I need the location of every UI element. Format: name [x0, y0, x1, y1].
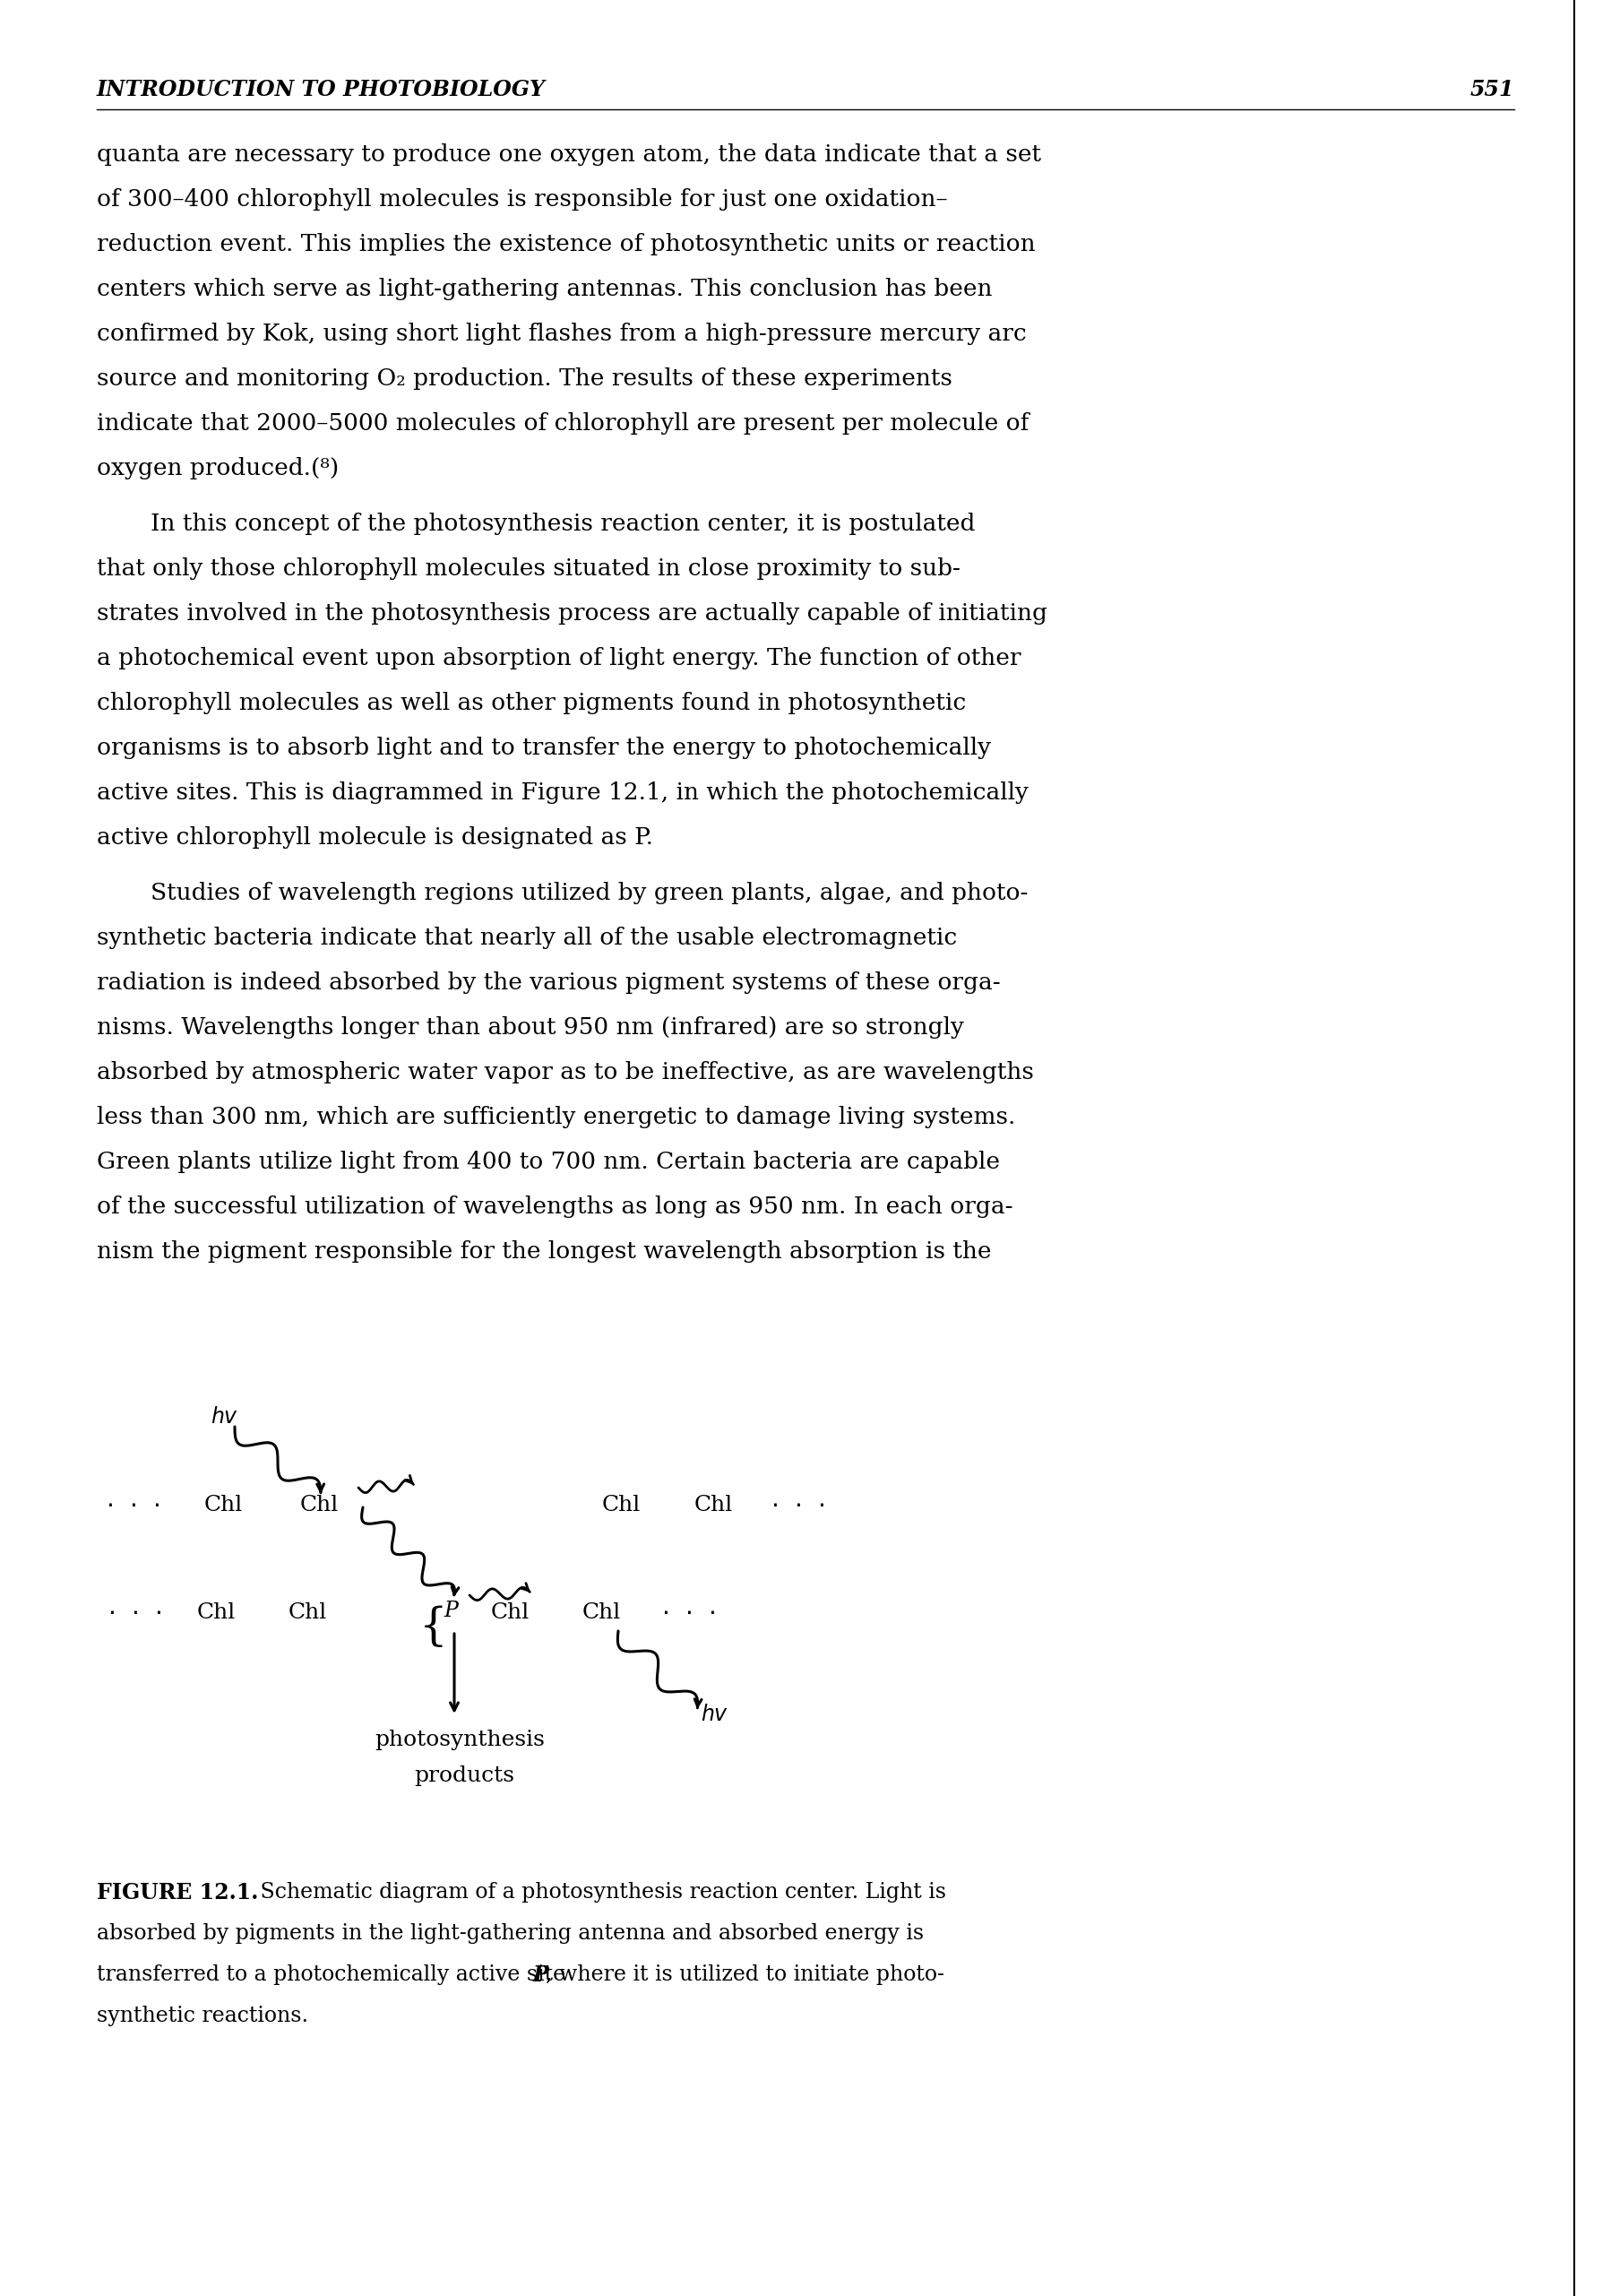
Text: , where it is utilized to initiate photo-: , where it is utilized to initiate photo…: [546, 1965, 944, 1986]
Text: $hv$: $hv$: [211, 1407, 238, 1428]
Text: $hv$: $hv$: [701, 1704, 728, 1724]
Text: Chl: Chl: [582, 1603, 620, 1623]
Text: Chl: Chl: [694, 1495, 733, 1515]
Text: reduction event. This implies the existence of photosynthetic units or reaction: reduction event. This implies the existe…: [97, 232, 1034, 255]
Text: of 300–400 chlorophyll molecules is responsible for just one oxidation–: of 300–400 chlorophyll molecules is resp…: [97, 188, 947, 211]
Text: nism the pigment responsible for the longest wavelength absorption is the: nism the pigment responsible for the lon…: [97, 1240, 991, 1263]
Text: synthetic reactions.: synthetic reactions.: [97, 2007, 308, 2027]
Text: Schematic diagram of a photosynthesis reaction center. Light is: Schematic diagram of a photosynthesis re…: [253, 1883, 946, 1903]
Text: absorbed by atmospheric water vapor as to be ineffective, as are wavelengths: absorbed by atmospheric water vapor as t…: [97, 1061, 1033, 1084]
Text: Studies of wavelength regions utilized by green plants, algae, and photo-: Studies of wavelength regions utilized b…: [150, 882, 1028, 905]
Text: source and monitoring O₂ production. The results of these experiments: source and monitoring O₂ production. The…: [97, 367, 952, 390]
Text: absorbed by pigments in the light-gathering antenna and absorbed energy is: absorbed by pigments in the light-gather…: [97, 1924, 923, 1945]
Text: organisms is to absorb light and to transfer the energy to photochemically: organisms is to absorb light and to tran…: [97, 737, 991, 760]
Text: confirmed by Kok, using short light flashes from a high-pressure mercury arc: confirmed by Kok, using short light flas…: [97, 324, 1026, 344]
Text: centers which serve as light-gathering antennas. This conclusion has been: centers which serve as light-gathering a…: [97, 278, 992, 301]
Text: Chl: Chl: [603, 1495, 641, 1515]
Text: $\cdot$  $\cdot$  $\cdot$: $\cdot$ $\cdot$ $\cdot$: [108, 1603, 161, 1626]
Text: indicate that 2000–5000 molecules of chlorophyll are present per molecule of: indicate that 2000–5000 molecules of chl…: [97, 413, 1028, 434]
Text: of the successful utilization of wavelengths as long as 950 nm. In each orga-: of the successful utilization of wavelen…: [97, 1196, 1012, 1217]
Text: synthetic bacteria indicate that nearly all of the usable electromagnetic: synthetic bacteria indicate that nearly …: [97, 928, 957, 948]
Text: P: P: [533, 1965, 549, 1986]
Text: strates involved in the photosynthesis process are actually capable of initiatin: strates involved in the photosynthesis p…: [97, 602, 1047, 625]
Text: active chlorophyll molecule is designated as P.: active chlorophyll molecule is designate…: [97, 827, 652, 850]
Text: $\cdot$  $\cdot$  $\cdot$: $\cdot$ $\cdot$ $\cdot$: [770, 1495, 825, 1520]
Text: Chl: Chl: [205, 1495, 243, 1515]
Text: photosynthesis: photosynthesis: [374, 1729, 545, 1750]
Text: 551: 551: [1469, 78, 1513, 101]
Text: Green plants utilize light from 400 to 700 nm. Certain bacteria are capable: Green plants utilize light from 400 to 7…: [97, 1150, 999, 1173]
Text: products: products: [414, 1766, 514, 1786]
Text: In this concept of the photosynthesis reaction center, it is postulated: In this concept of the photosynthesis re…: [150, 512, 975, 535]
Text: Chl: Chl: [288, 1603, 327, 1623]
Text: Chl: Chl: [491, 1603, 530, 1623]
Text: chlorophyll molecules as well as other pigments found in photosynthetic: chlorophyll molecules as well as other p…: [97, 691, 965, 714]
Text: $\cdot$  $\cdot$  $\cdot$: $\cdot$ $\cdot$ $\cdot$: [661, 1603, 715, 1626]
Text: {: {: [419, 1605, 448, 1651]
Text: transferred to a photochemically active site: transferred to a photochemically active …: [97, 1965, 572, 1986]
Text: that only those chlorophyll molecules situated in close proximity to sub-: that only those chlorophyll molecules si…: [97, 558, 960, 581]
Text: active sites. This is diagrammed in Figure 12.1, in which the photochemically: active sites. This is diagrammed in Figu…: [97, 781, 1028, 804]
Text: P: P: [443, 1600, 458, 1621]
Text: quanta are necessary to produce one oxygen atom, the data indicate that a set: quanta are necessary to produce one oxyg…: [97, 142, 1041, 165]
Text: less than 300 nm, which are sufficiently energetic to damage living systems.: less than 300 nm, which are sufficiently…: [97, 1107, 1015, 1127]
Text: radiation is indeed absorbed by the various pigment systems of these orga-: radiation is indeed absorbed by the vari…: [97, 971, 1000, 994]
Text: $\cdot$  $\cdot$  $\cdot$: $\cdot$ $\cdot$ $\cdot$: [106, 1495, 159, 1520]
Text: Chl: Chl: [197, 1603, 235, 1623]
Text: oxygen produced.(⁸): oxygen produced.(⁸): [97, 457, 338, 480]
Text: INTRODUCTION TO PHOTOBIOLOGY: INTRODUCTION TO PHOTOBIOLOGY: [97, 78, 545, 101]
Text: Chl: Chl: [300, 1495, 338, 1515]
Text: a photochemical event upon absorption of light energy. The function of other: a photochemical event upon absorption of…: [97, 647, 1020, 670]
Text: FIGURE 12.1.: FIGURE 12.1.: [97, 1883, 258, 1903]
Text: nisms. Wavelengths longer than about 950 nm (infrared) are so strongly: nisms. Wavelengths longer than about 950…: [97, 1017, 963, 1038]
